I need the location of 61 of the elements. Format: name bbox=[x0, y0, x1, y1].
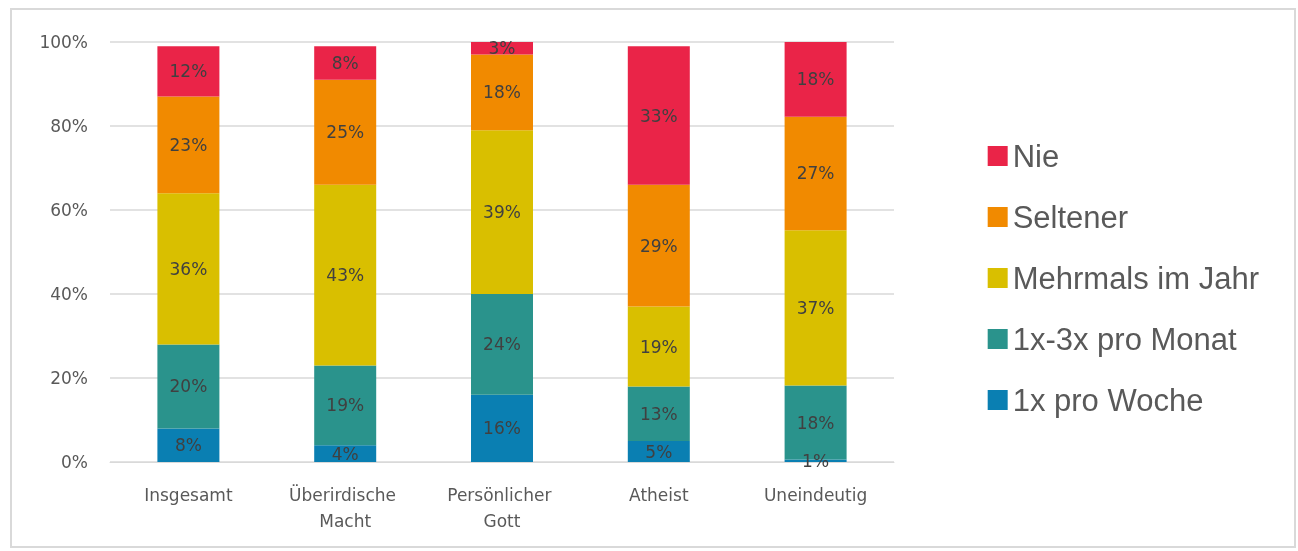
bar bbox=[157, 96, 220, 194]
data-label: 16% bbox=[483, 418, 521, 439]
legend-label: 1x pro Woche bbox=[1012, 382, 1204, 418]
y-tick-label: 40% bbox=[50, 284, 88, 304]
bar bbox=[471, 294, 533, 395]
data-label: 8% bbox=[174, 435, 202, 456]
bar bbox=[627, 386, 690, 441]
bar bbox=[627, 184, 690, 307]
bar bbox=[471, 394, 533, 462]
bar bbox=[157, 344, 220, 429]
y-tick-label: 20% bbox=[50, 368, 88, 388]
data-label: 8% bbox=[331, 53, 359, 73]
data-label: 27% bbox=[796, 163, 835, 184]
x-tick-label: Überirdische Macht bbox=[288, 484, 402, 531]
data-label: 33% bbox=[639, 105, 678, 126]
x-tick-label: Uneindeutig bbox=[763, 485, 868, 505]
data-label: 39% bbox=[483, 202, 521, 223]
legend-label: Nie bbox=[1012, 138, 1060, 174]
bar bbox=[314, 79, 377, 185]
bar bbox=[784, 230, 847, 386]
bar bbox=[784, 42, 847, 117]
data-label: 13% bbox=[639, 403, 678, 424]
bar bbox=[627, 306, 690, 387]
bar bbox=[784, 116, 847, 231]
legend-label: Mehrmals im Jahr bbox=[1012, 260, 1260, 296]
data-label: 18% bbox=[796, 412, 835, 433]
bar bbox=[627, 46, 690, 185]
bar bbox=[314, 46, 377, 80]
x-tick-label: Insgesamt bbox=[144, 485, 233, 505]
data-label: 3% bbox=[488, 38, 516, 59]
y-tick-label: 0% bbox=[61, 452, 88, 472]
bar bbox=[157, 428, 220, 462]
data-label: 37% bbox=[796, 297, 835, 318]
data-label: 1% bbox=[802, 450, 830, 471]
data-label: 4% bbox=[331, 443, 359, 464]
bar bbox=[314, 184, 377, 366]
bar bbox=[157, 193, 220, 345]
data-label: 24% bbox=[483, 334, 521, 355]
y-tick-label: 80% bbox=[50, 116, 88, 136]
bar bbox=[157, 46, 220, 97]
bar bbox=[471, 54, 533, 131]
x-tick-label: Persönlicher Gott bbox=[447, 485, 557, 531]
x-tick-label: Atheist bbox=[629, 485, 689, 505]
data-label: 36% bbox=[169, 258, 208, 279]
data-label: 23% bbox=[169, 134, 208, 155]
legend-label: 1x-3x pro Monat bbox=[1012, 321, 1238, 357]
data-label: 19% bbox=[639, 336, 678, 357]
data-label: 5% bbox=[645, 441, 673, 462]
bar bbox=[471, 130, 533, 294]
data-label: 29% bbox=[639, 235, 678, 256]
legend-label: Seltener bbox=[1012, 199, 1129, 235]
bar bbox=[314, 365, 377, 446]
data-label: 20% bbox=[169, 376, 208, 397]
data-label: 25% bbox=[326, 122, 365, 143]
y-tick-label: 100% bbox=[39, 32, 88, 52]
data-label: 43% bbox=[326, 265, 365, 286]
data-label: 18% bbox=[483, 82, 521, 103]
data-label: 19% bbox=[326, 395, 365, 416]
data-label: 12% bbox=[169, 61, 208, 82]
y-tick-label: 60% bbox=[50, 200, 88, 220]
data-label: 18% bbox=[796, 69, 835, 90]
